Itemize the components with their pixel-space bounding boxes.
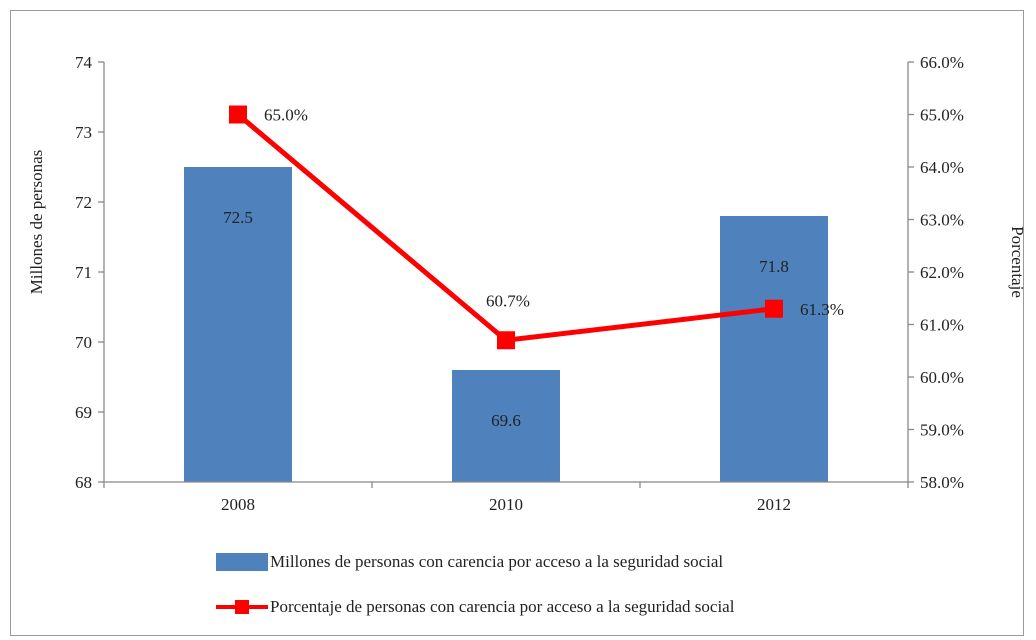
axes: 68 69 70 71 72 73 74 58.0% 59.0% 60.0% 61.0% 62.0% 6… xyxy=(75,53,964,514)
line-marker-2012 xyxy=(765,299,783,318)
legend-bar-swatch xyxy=(216,553,268,571)
line-series xyxy=(229,105,783,350)
y-right-tick-label: 58.0% xyxy=(920,473,964,492)
bar-value-label: 69.6 xyxy=(491,411,521,430)
line-marker-2010 xyxy=(497,331,515,350)
y-right-tick-label: 59.0% xyxy=(920,421,964,440)
line-value-label: 61.3% xyxy=(800,300,844,319)
y-left-tick-label: 68 xyxy=(75,473,92,492)
legend-item-line: Porcentaje de personas con carencia por … xyxy=(216,597,734,617)
legend-bar-label: Millones de personas con carencia por ac… xyxy=(270,552,724,571)
line-marker-2008 xyxy=(229,105,247,124)
y-right-tick-label: 63.0% xyxy=(920,211,964,230)
y-right-tick-label: 66.0% xyxy=(920,53,964,72)
y-right-tick-label: 64.0% xyxy=(920,158,964,177)
legend-line-swatch xyxy=(216,598,268,616)
x-tick-label: 2008 xyxy=(221,495,255,514)
y-right-tick-label: 65.0% xyxy=(920,106,964,125)
y-axis-left-title: Millones de personas xyxy=(27,150,46,294)
x-tick-label: 2010 xyxy=(489,495,523,514)
legend-line-label: Porcentaje de personas con carencia por … xyxy=(270,597,735,616)
y-left-tick-label: 69 xyxy=(75,403,92,422)
y-right-tick-label: 62.0% xyxy=(920,263,964,282)
data-labels: 72.5 69.6 71.8 65.0% 60.7% 61.3% xyxy=(223,106,844,431)
y-left-tick-label: 71 xyxy=(75,263,92,282)
legend-item-bars: Millones de personas con carencia por ac… xyxy=(216,552,723,572)
x-tick-label: 2012 xyxy=(757,495,791,514)
y-right-tick-label: 60.0% xyxy=(920,368,964,387)
y-axis-right-title: Porcentaje xyxy=(1008,226,1027,298)
line-value-label: 65.0% xyxy=(264,106,308,125)
y-left-tick-label: 73 xyxy=(75,123,92,142)
y-left-tick-label: 70 xyxy=(75,333,92,352)
bar-series xyxy=(184,167,828,482)
bar-2010 xyxy=(452,370,560,482)
y-left-tick-label: 74 xyxy=(75,53,93,72)
bar-2008 xyxy=(184,167,292,482)
bar-value-label: 72.5 xyxy=(223,208,253,227)
y-right-tick-label: 61.0% xyxy=(920,316,964,335)
y-left-tick-label: 72 xyxy=(75,193,92,212)
line-value-label: 60.7% xyxy=(486,291,530,310)
bar-value-label: 71.8 xyxy=(759,257,789,276)
chart-frame xyxy=(10,10,1024,636)
bar-2012 xyxy=(720,216,828,482)
